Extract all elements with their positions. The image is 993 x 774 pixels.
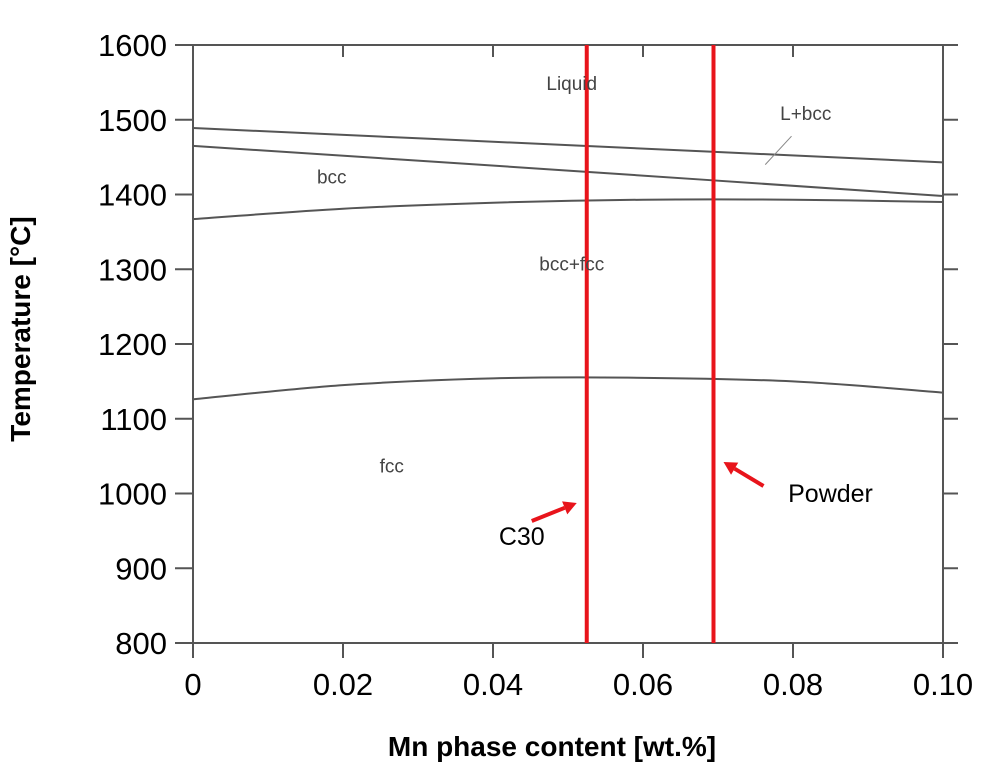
x-tick-label-0.02: 0.02 <box>313 667 373 702</box>
plot-frame <box>192 44 944 644</box>
powder-arrow-head <box>723 462 739 475</box>
y-tick-label-1100: 1100 <box>100 402 167 437</box>
x-tick-label-0.08: 0.08 <box>763 667 823 702</box>
l-bcc-leader-line <box>764 135 792 165</box>
x-axis-title: Mn phase content [wt.%] <box>388 731 716 762</box>
phase-boundary-2 <box>192 144 944 197</box>
phase-boundary-3 <box>192 198 944 221</box>
powder-arrow-shaft <box>733 466 765 488</box>
y-tick-label-1600: 1600 <box>98 28 167 63</box>
powder-arrow <box>723 462 765 488</box>
y-tick-label-1200: 1200 <box>98 327 167 362</box>
labels: 800 900 1000 1100 1200 1300 1400 1500 1600 0 0.02 0… <box>5 28 973 762</box>
y-tick-label-1500: 1500 <box>98 103 167 138</box>
region-label-liquid: Liquid <box>546 74 597 95</box>
y-tick-label-1300: 1300 <box>98 252 167 287</box>
y-tick-label-800: 800 <box>115 626 167 661</box>
region-label-bcc: bcc <box>317 167 347 188</box>
x-tick-label-0.10: 0.10 <box>913 667 973 702</box>
y-tick-label-1400: 1400 <box>98 178 167 213</box>
y-axis-title: Temperature [°C] <box>5 216 36 441</box>
y-tick-label-900: 900 <box>115 551 167 586</box>
x-tick-label-0.04: 0.04 <box>463 667 523 702</box>
x-tick-label-0: 0 <box>184 667 201 702</box>
callout-label-powder: Powder <box>788 480 873 508</box>
region-label-l-bcc: L+bcc <box>780 104 831 125</box>
x-tick-label-0.06: 0.06 <box>613 667 673 702</box>
region-label-fcc: fcc <box>380 457 404 478</box>
region-label-bcc-fcc: bcc+fcc <box>539 255 604 276</box>
callout-label-c30: C30 <box>499 523 545 551</box>
plot-area <box>175 44 958 658</box>
c30-arrow <box>531 501 577 523</box>
c30-arrow-shaft <box>531 505 566 523</box>
phase-boundary-1 <box>192 126 944 164</box>
c30-arrow-head <box>562 501 577 515</box>
y-tick-label-1000: 1000 <box>98 477 167 512</box>
phase-boundary-4 <box>192 376 944 401</box>
